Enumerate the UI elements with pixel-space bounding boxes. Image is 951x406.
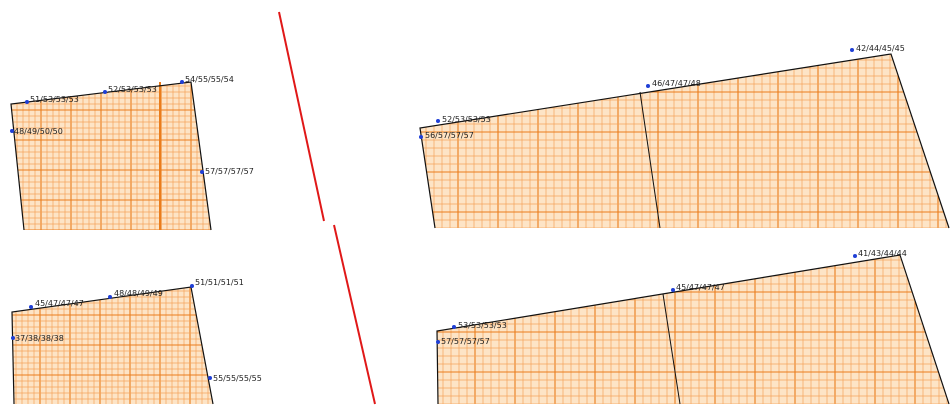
measure-point-marker xyxy=(11,336,15,340)
measure-label: 57/57/57/57 xyxy=(205,167,254,176)
panel-seam-line xyxy=(639,91,661,229)
measure-point-marker xyxy=(436,340,440,344)
measure-point-marker xyxy=(208,376,212,380)
measure-label: 51/51/51/51 xyxy=(195,278,244,287)
measure-point-marker xyxy=(671,288,675,292)
measure-point-marker xyxy=(190,284,194,288)
measure-label: 48/49/50/50 xyxy=(14,127,63,136)
panel-top-left: 51/53/53/53 52/53/53/53 54/55/55/54 48/4… xyxy=(10,75,254,231)
panel-outline xyxy=(11,286,214,405)
panel-seam-line xyxy=(662,293,681,405)
measure-label: 54/55/55/54 xyxy=(185,75,234,84)
measure-label: 53/53/53/53 xyxy=(458,321,507,330)
panel-outline xyxy=(419,53,950,229)
measure-label: 46/47/47/48 xyxy=(652,79,701,88)
measure-point-marker xyxy=(108,295,112,299)
measure-point-marker xyxy=(419,135,423,139)
measure-label: 55/55/55/55 xyxy=(213,374,262,383)
measure-label: 57/57/57/57 xyxy=(441,337,490,346)
measure-label: 56/57/57/57 xyxy=(425,131,474,140)
measure-label: 41/43/44/44 xyxy=(858,249,907,258)
measure-label: 52/53/53/53 xyxy=(442,115,491,124)
measure-label: 45/47/47/47 xyxy=(35,299,84,308)
measure-label: 37/38/38/38 xyxy=(15,334,64,343)
measure-label: 48/48/49/49 xyxy=(114,289,163,298)
divider-lines xyxy=(278,11,376,405)
measure-label: 42/44/45/45 xyxy=(856,44,905,53)
measure-label: 45/47/47/47 xyxy=(676,283,725,292)
panel-fill xyxy=(420,54,949,228)
measure-point-marker xyxy=(180,80,184,84)
measure-label: 52/53/53/53 xyxy=(108,85,157,94)
measure-point-marker xyxy=(10,129,14,133)
measure-point-marker xyxy=(850,48,854,52)
measure-point-marker xyxy=(103,90,107,94)
panel-outline xyxy=(10,81,212,231)
divider-line-bottom xyxy=(333,224,376,405)
measure-point-marker xyxy=(853,254,857,258)
panel-outline xyxy=(436,254,950,405)
measure-point-marker xyxy=(646,84,650,88)
measure-point-marker xyxy=(29,305,33,309)
measure-point-marker xyxy=(452,325,456,329)
measure-label: 51/53/53/53 xyxy=(30,95,79,104)
measure-point-marker xyxy=(436,119,440,123)
divider-line-top xyxy=(278,11,325,222)
measure-point-marker xyxy=(200,170,204,174)
measure-point-marker xyxy=(25,100,29,104)
